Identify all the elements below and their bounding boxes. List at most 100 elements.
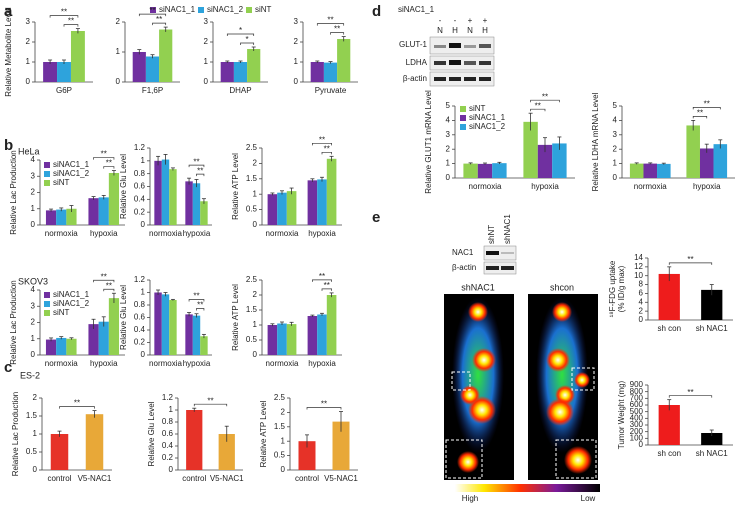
bar xyxy=(169,300,177,355)
panel-label: e xyxy=(372,209,380,226)
bar xyxy=(307,316,318,355)
x-tick-label: normoxia xyxy=(266,229,299,238)
bar xyxy=(699,148,714,178)
y-axis-label: Relative GLUT1 mRNA Level xyxy=(424,90,433,194)
y-tick-label: 2 xyxy=(613,144,618,153)
bar xyxy=(323,62,338,82)
bar xyxy=(185,181,193,225)
bar xyxy=(477,163,493,178)
lane-condition: H xyxy=(452,26,458,35)
y-tick-label: 0 xyxy=(116,77,121,86)
y-tick-label: 2 xyxy=(294,37,299,46)
bar xyxy=(218,434,235,470)
y-tick-label: 0 xyxy=(26,77,31,86)
y-tick-label: 10 xyxy=(634,271,643,280)
bar xyxy=(713,144,728,178)
y-tick-label: 0 xyxy=(613,173,618,182)
y-tick-label: 1 xyxy=(253,320,258,329)
y-tick-label: 4 xyxy=(31,155,36,164)
bar xyxy=(658,405,680,445)
bar xyxy=(307,180,318,225)
bar xyxy=(310,62,324,82)
bar xyxy=(70,31,85,82)
panel-label: a xyxy=(4,3,13,20)
x-tick-label: normoxia xyxy=(45,229,78,238)
x-tick-label: normoxia xyxy=(266,359,299,368)
bar xyxy=(192,315,201,355)
y-tick-label: 100 xyxy=(630,433,644,442)
bar xyxy=(45,339,57,355)
x-tick-label: G6P xyxy=(56,86,72,95)
y-axis-label: Relative Glu Level xyxy=(119,154,128,219)
y-axis-label: Tumor Weight (mg) xyxy=(617,380,626,449)
blot-row-label: LDHA xyxy=(406,58,428,67)
bar xyxy=(159,29,173,82)
significance-label: ** xyxy=(207,396,213,405)
bar xyxy=(50,434,69,470)
y-tick-label: 1 xyxy=(31,204,36,213)
bar xyxy=(85,414,104,470)
y-tick-label: 1 xyxy=(281,436,286,445)
y-tick-label: 1 xyxy=(613,159,618,168)
y-tick-label: 2 xyxy=(204,37,209,46)
significance-label: ** xyxy=(197,166,203,175)
significance-bracket xyxy=(668,262,713,265)
y-tick-label: 0.4 xyxy=(134,325,146,334)
bar xyxy=(200,201,208,225)
significance-label: ** xyxy=(61,8,67,17)
bar xyxy=(658,273,680,320)
legend-label: siNAC1_1 xyxy=(469,113,506,122)
y-tick-label: 3 xyxy=(31,171,36,180)
significance-bracket xyxy=(103,166,115,169)
bar xyxy=(267,325,278,355)
y-tick-label: 0.2 xyxy=(134,338,146,347)
x-tick-label: sh con xyxy=(657,324,681,333)
y-tick-label: 3 xyxy=(204,17,209,26)
x-tick-label: normoxia xyxy=(45,359,78,368)
significance-label: ** xyxy=(324,144,330,153)
x-tick-label: normoxia xyxy=(149,359,182,368)
significance-bracket xyxy=(692,116,708,119)
bar xyxy=(161,159,170,225)
significance-label: ** xyxy=(149,6,155,15)
y-axis-label: (% ID/g max) xyxy=(617,265,626,312)
blot-row-label: β-actin xyxy=(452,263,476,272)
y-tick-label: 1.5 xyxy=(26,411,38,420)
western-blot-d: siNAC1_1 - - + + N H N H GLUT-1 LDHA β-a… xyxy=(398,5,495,87)
bar xyxy=(629,163,644,178)
y-tick-label: 6 xyxy=(639,289,644,298)
x-tick-label: sh con xyxy=(657,449,681,458)
significance-label: ** xyxy=(193,157,199,166)
bar xyxy=(66,338,77,355)
significance-label: ** xyxy=(535,101,541,110)
x-tick-label: hypoxia xyxy=(308,359,336,368)
y-tick-label: 0.8 xyxy=(134,169,146,178)
y-tick-label: 3 xyxy=(294,17,299,26)
legend-swatch xyxy=(246,7,252,13)
bar xyxy=(267,194,278,225)
y-tick-label: 2 xyxy=(281,408,286,417)
significance-label: ** xyxy=(687,388,693,397)
y-tick-label: 0 xyxy=(294,77,299,86)
pet-images: shNAC1 shcon High Low xyxy=(444,282,600,503)
lane-condition: N xyxy=(437,26,443,35)
bar xyxy=(492,163,507,178)
x-tick-label: hypoxia xyxy=(693,182,721,191)
x-tick-label: normoxia xyxy=(149,229,182,238)
bar xyxy=(463,163,478,178)
y-tick-label: 4 xyxy=(446,116,451,125)
bar xyxy=(686,125,700,178)
y-tick-label: 900 xyxy=(630,380,644,389)
significance-bracket xyxy=(152,22,167,26)
significance-label: * xyxy=(239,26,242,35)
y-tick-label: 4 xyxy=(613,116,618,125)
y-axis-label: Relative Glu Level xyxy=(147,401,156,466)
bar xyxy=(286,191,297,225)
y-tick-label: 0 xyxy=(639,315,644,324)
bar xyxy=(317,179,327,225)
subtitle: HeLa xyxy=(18,146,40,156)
y-tick-label: 3 xyxy=(613,130,618,139)
significance-bracket xyxy=(93,279,115,283)
blot-row-label: GLUT-1 xyxy=(399,40,428,49)
y-tick-label: 1.5 xyxy=(246,305,258,314)
